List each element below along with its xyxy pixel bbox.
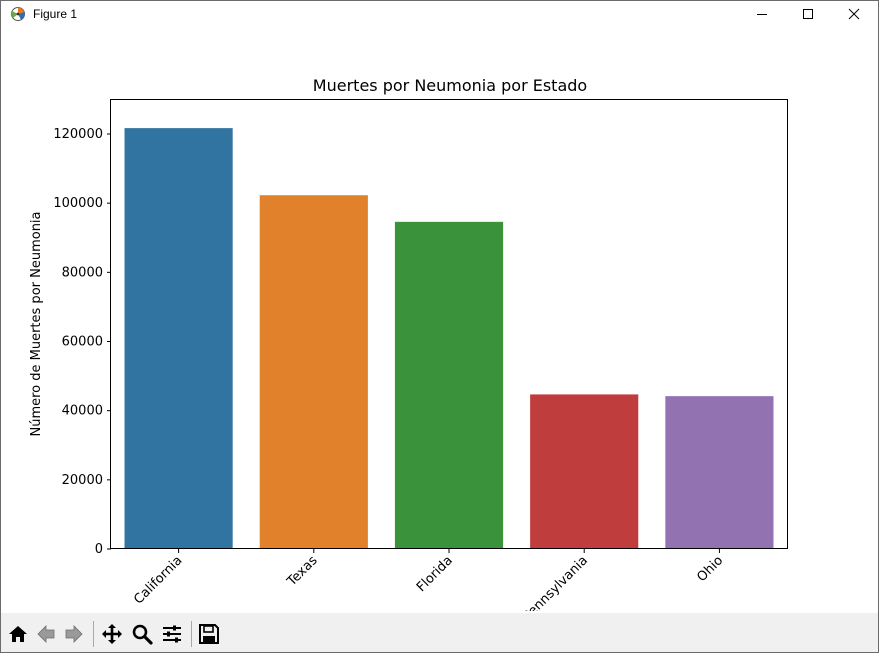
configure-subplots-button[interactable] <box>159 621 185 647</box>
home-button[interactable] <box>5 621 31 647</box>
close-icon <box>848 8 860 20</box>
forward-arrow-icon <box>65 625 83 643</box>
window-title: Figure 1 <box>33 7 78 21</box>
y-axis-label: Número de Muertes por Neumonia <box>29 211 44 436</box>
x-axis-ticks: California Texas Florida Pennsylvania Ohio <box>131 549 726 624</box>
y-tick-label: 20000 <box>62 473 103 488</box>
y-tick-label: 100000 <box>53 196 103 211</box>
axes-frame <box>110 99 788 549</box>
forward-button[interactable] <box>61 621 87 647</box>
x-tick-label: Florida <box>414 553 456 595</box>
navigation-toolbar <box>1 613 878 652</box>
bars <box>124 128 774 549</box>
matplotlib-figure-icon <box>9 5 27 23</box>
zoom-button[interactable] <box>129 621 155 647</box>
bar-ohio <box>665 396 774 549</box>
toolbar-separator <box>191 621 192 647</box>
save-button[interactable] <box>196 621 222 647</box>
bar-florida <box>394 221 504 549</box>
x-tick-label: Ohio <box>694 553 726 585</box>
bar-california <box>124 128 233 549</box>
x-tick-label: Texas <box>284 553 321 590</box>
pan-icon <box>102 624 122 644</box>
x-tick-label: Pennsylvania <box>520 553 591 611</box>
zoom-icon <box>132 624 153 645</box>
chart-title: Muertes por Neumonia por Estado <box>313 76 587 95</box>
y-tick-label: 80000 <box>62 265 103 280</box>
back-arrow-icon <box>37 625 55 643</box>
close-button[interactable] <box>831 1 877 27</box>
toolbar-separator <box>93 621 94 647</box>
maximize-icon <box>803 9 813 19</box>
x-tick-label: California <box>131 553 185 607</box>
y-tick-label: 60000 <box>62 335 103 350</box>
minimize-button[interactable] <box>739 1 785 27</box>
home-icon <box>9 626 27 642</box>
minimize-icon <box>757 14 767 15</box>
title-bar[interactable]: Figure 1 <box>1 1 878 27</box>
maximize-button[interactable] <box>785 1 831 27</box>
figure-canvas[interactable]: Muertes por Neumonia por Estado 0 20000 40… <box>1 28 878 624</box>
save-icon <box>199 624 219 644</box>
bar-chart: Muertes por Neumonia por Estado 0 20000 40… <box>29 76 788 624</box>
bar-pennsylvania <box>530 394 639 549</box>
bar-texas <box>259 195 368 549</box>
y-axis-ticks: 0 20000 40000 60000 80000 100000 120000 <box>53 127 111 557</box>
pan-button[interactable] <box>99 621 125 647</box>
y-tick-label: 120000 <box>53 127 103 142</box>
back-button[interactable] <box>33 621 59 647</box>
y-tick-label: 0 <box>95 542 103 557</box>
configure-subplots-icon <box>163 625 181 643</box>
y-tick-label: 40000 <box>62 404 103 419</box>
